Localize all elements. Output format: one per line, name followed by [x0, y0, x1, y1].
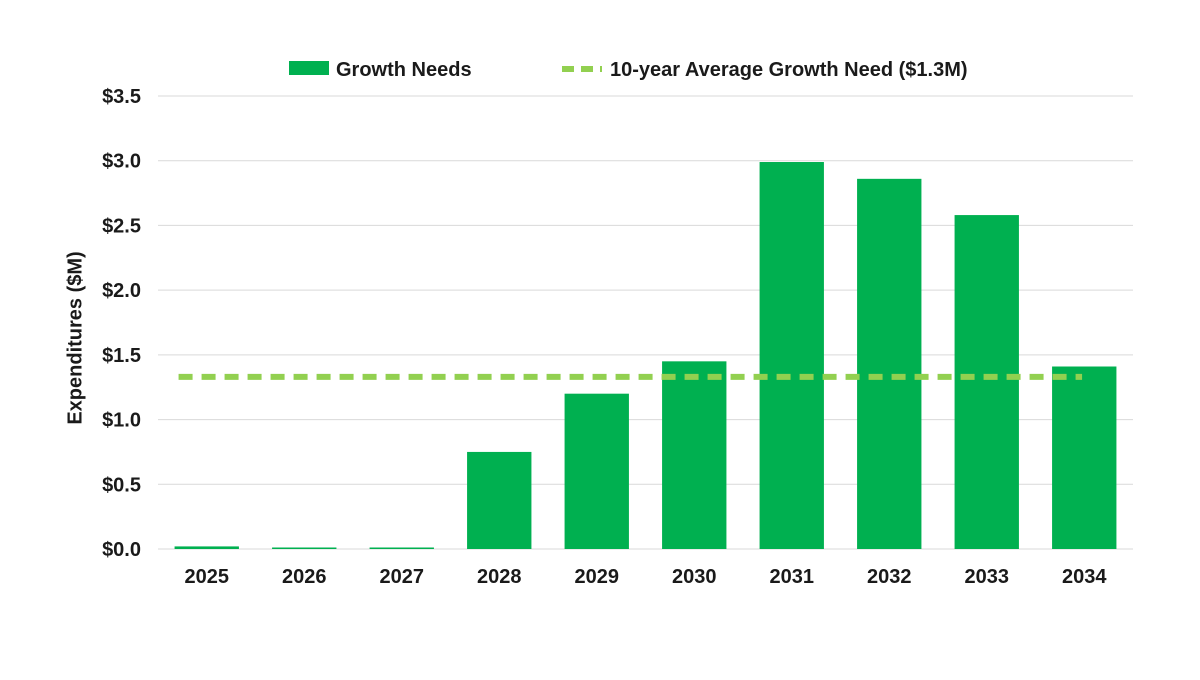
y-tick-label-7: $3.5: [102, 86, 141, 108]
y-tick-label-6: $3.0: [102, 151, 141, 173]
x-tick-label-2027: 2027: [380, 566, 425, 588]
y-axis-tick-labels: $0.0 $0.5 $1.0 $1.5 $2.0 $2.5 $3.0 $3.5: [102, 86, 141, 561]
x-tick-label-2031: 2031: [770, 566, 815, 588]
x-tick-label-2026: 2026: [282, 566, 327, 588]
bar-2025: [174, 546, 239, 549]
bar-2031: [759, 162, 824, 549]
y-tick-label-0: $0.0: [102, 539, 141, 561]
y-tick-label-5: $2.5: [102, 215, 141, 237]
bar-2034: [1052, 366, 1117, 549]
bars: [174, 162, 1117, 549]
x-tick-label-2029: 2029: [575, 566, 620, 588]
y-tick-label-3: $1.5: [102, 345, 141, 367]
legend-label-average-line: 10-year Average Growth Need ($1.3M): [610, 59, 968, 81]
bar-2027: [369, 547, 434, 549]
x-axis-tick-labels: 2025 2026 2027 2028 2029 2030 2031 2032 2033 2034: [185, 566, 1108, 588]
y-tick-label-4: $2.0: [102, 280, 141, 302]
x-tick-label-2034: 2034: [1062, 566, 1107, 588]
bar-2026: [272, 547, 337, 549]
legend-label-growth-needs: Growth Needs: [336, 59, 472, 81]
gridlines: [158, 95, 1133, 550]
bar-2033: [954, 215, 1019, 549]
bar-2028: [467, 451, 532, 549]
x-tick-label-2025: 2025: [185, 566, 230, 588]
y-axis-title: Expenditures ($M): [64, 251, 86, 424]
x-tick-label-2033: 2033: [965, 566, 1010, 588]
y-tick-label-1: $0.5: [102, 474, 141, 496]
legend: Growth Needs 10-year Average Growth Need…: [289, 59, 968, 81]
x-tick-label-2032: 2032: [867, 566, 912, 588]
x-tick-label-2028: 2028: [477, 566, 522, 588]
y-tick-label-2: $1.0: [102, 410, 141, 432]
bar-2029: [564, 393, 629, 549]
legend-swatch-growth-needs: [289, 61, 329, 75]
bar-2032: [857, 178, 922, 549]
bar-2030: [662, 361, 727, 549]
x-tick-label-2030: 2030: [672, 566, 717, 588]
